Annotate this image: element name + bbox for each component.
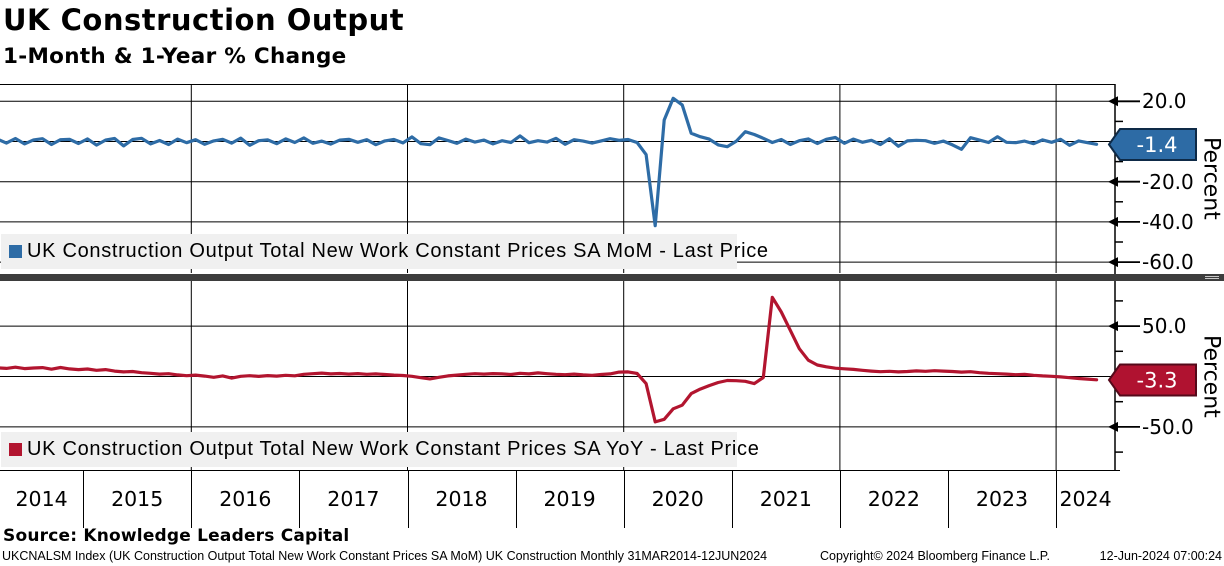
mom-legend-strip	[1, 234, 737, 269]
yoy-legend[interactable]: UK Construction Output Total New Work Co…	[1, 432, 759, 467]
mom-last-price-badge[interactable]: -1.4	[1107, 128, 1197, 161]
y-tick-label: -20.0	[1142, 170, 1194, 194]
y-tick-label: 50.0	[1142, 314, 1187, 338]
y-tick-label: -50.0	[1142, 415, 1194, 439]
y-tick-label: 20.0	[1142, 89, 1187, 113]
year-boundary-tick	[623, 471, 625, 528]
copyright-text: Copyright© 2024 Bloomberg Finance L.P.	[820, 549, 1050, 563]
year-label: 2014	[15, 487, 68, 511]
year-boundary-tick	[191, 471, 193, 528]
year-label: 2023	[975, 487, 1029, 511]
year-boundary-tick	[299, 471, 301, 528]
mom-line-chart[interactable]	[0, 84, 1115, 273]
source-line: Source: Knowledge Leaders Capital	[3, 526, 350, 546]
mom-last-price-value: -1.4	[1137, 133, 1178, 157]
panel-divider[interactable]	[0, 274, 1224, 281]
year-label: 2015	[111, 487, 164, 511]
yoy-legend-label: UK Construction Output Total New Work Co…	[27, 438, 760, 460]
y-tick-label: -40.0	[1142, 210, 1194, 234]
year-label: 2024	[1059, 487, 1112, 511]
timestamp-text: 12-Jun-2024 07:00:24	[1099, 549, 1222, 563]
year-boundary-tick	[1056, 471, 1058, 528]
year-label: 2021	[759, 487, 812, 511]
yoy-legend-strip	[1, 432, 737, 467]
yoy-badge-shape	[1107, 363, 1197, 397]
right-y-axis: -1.4 -3.3	[1107, 84, 1197, 471]
year-label: 2016	[219, 487, 272, 511]
y-tick-label: -60.0	[1142, 250, 1194, 274]
year-label: 2022	[867, 487, 920, 511]
year-label: 2019	[543, 487, 596, 511]
bottom-y-axis-title: Percent	[1198, 334, 1224, 418]
mom-legend-label: UK Construction Output Total New Work Co…	[27, 240, 769, 262]
yoy-last-price-value: -3.3	[1137, 369, 1178, 393]
page-title: UK Construction Output	[3, 3, 405, 37]
year-boundary-tick	[948, 471, 949, 528]
mom-badge-shape	[1107, 128, 1197, 161]
yoy-last-price-badge[interactable]: -3.3	[1107, 363, 1197, 397]
disclaimer-text: UKCNALSM Index (UK Construction Output T…	[2, 549, 768, 563]
year-boundary-tick	[731, 471, 733, 528]
year-label: 2017	[327, 487, 380, 511]
mom-series-marker-icon	[9, 245, 22, 258]
top-y-axis-title: Percent	[1198, 136, 1224, 220]
year-label: 2018	[435, 487, 488, 511]
x-axis-line	[0, 470, 1120, 471]
yoy-series-marker-icon	[9, 443, 22, 456]
year-boundary-tick	[839, 471, 841, 528]
year-boundary-tick	[83, 471, 85, 528]
year-boundary-tick	[407, 471, 409, 528]
page-subtitle: 1-Month & 1-Year % Change	[3, 44, 347, 69]
mom-legend[interactable]: UK Construction Output Total New Work Co…	[1, 234, 768, 269]
year-label: 2020	[651, 487, 704, 511]
year-boundary-tick	[515, 471, 517, 528]
